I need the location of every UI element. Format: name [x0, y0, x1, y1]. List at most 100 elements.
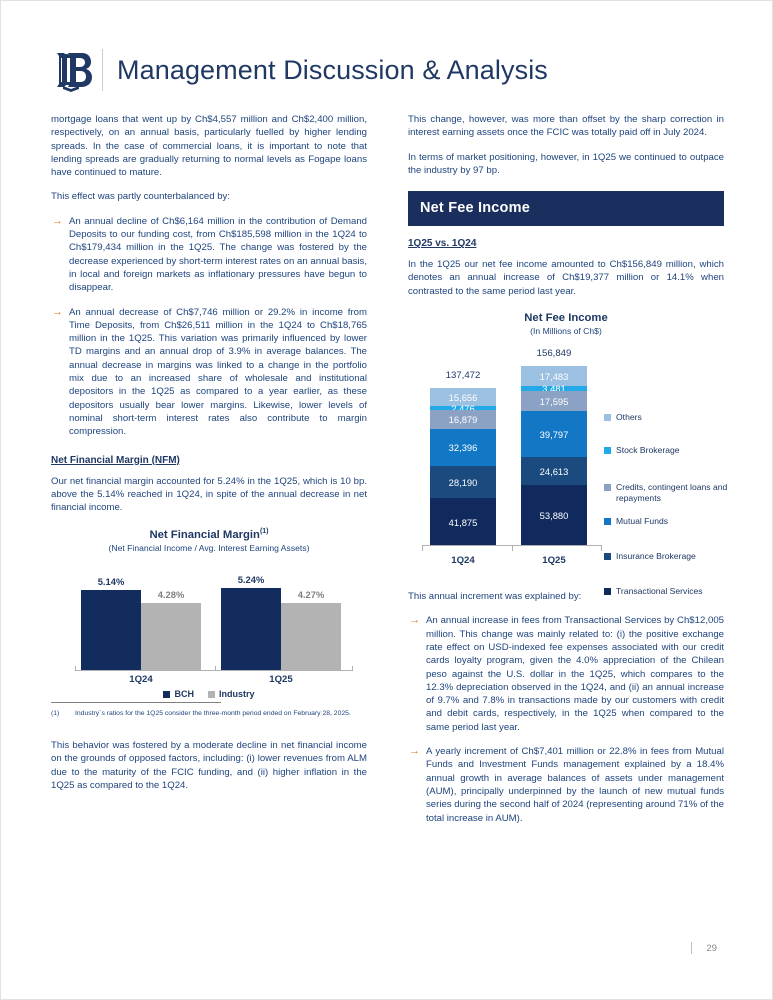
nfm-legend-label-industry: Industry: [218, 689, 255, 700]
subhead-net-financial-margin: Net Financial Margin (NFM): [51, 454, 180, 466]
arrow-right-icon: →: [409, 614, 420, 627]
legend-swatch-icon: [207, 690, 215, 698]
chart-net-financial-margin: Net Financial Margin(1) (Net Financial I…: [51, 528, 367, 699]
nfm-legend-label-bch: BCH: [174, 689, 194, 700]
nfi-legend-item-mutual-funds: Mutual Funds: [604, 516, 668, 527]
nfi-legend-label-others: Others: [616, 412, 642, 423]
nfm-plot-area: 5.14% 4.28% 5.24% 4.27%: [67, 567, 357, 672]
nfi-segment-label-insurance-1q24: 28,190: [448, 476, 478, 488]
nfi-segment-mutual-funds-1q24: 32,396: [430, 429, 496, 467]
nfi-legend-label-transactional: Transactional Services: [616, 586, 703, 597]
nfi-segment-insurance-1q25: 24,613: [521, 457, 587, 486]
nfi-segment-credits-1q24: 16,879: [430, 410, 496, 430]
nfm-xlabel-1q24: 1Q24: [129, 674, 153, 686]
left-paragraph-1: mortgage loans that went up by Ch$4,557 …: [51, 114, 367, 179]
footer-separator-icon: [691, 942, 693, 954]
legend-swatch-icon: [604, 414, 611, 422]
footnote-1: (1) Industry´s ratios for the 1Q25 consi…: [51, 709, 367, 719]
nfm-x-axis: [75, 670, 353, 672]
nfm-bar-bch-1q24: 5.14%: [81, 576, 141, 671]
nfm-bar-bch-1q25: 5.24%: [221, 574, 281, 671]
nfm-legend: BCH Industry: [51, 689, 367, 699]
right-bullet-2: → A yearly increment of Ch$7,401 million…: [408, 745, 724, 825]
right-paragraph-3: In the 1Q25 our net fee income amounted …: [408, 259, 724, 297]
section-banner-net-fee-income: Net Fee Income: [408, 191, 724, 227]
nfi-segment-label-mutual-funds-1q25: 39,797: [539, 428, 569, 440]
footnote-divider: [51, 702, 221, 704]
nfm-bar-industry-1q24: 4.28%: [141, 589, 201, 671]
nfi-segment-label-credits-1q25: 17,595: [539, 395, 569, 407]
nfm-chart-title: Net Financial Margin(1): [51, 528, 367, 541]
nfi-segment-insurance-1q24: 28,190: [430, 466, 496, 499]
nfm-bar-industry-1q25: 4.27%: [281, 589, 341, 671]
header-divider: [102, 49, 103, 91]
nfi-xlabel-1q25: 1Q25: [542, 555, 566, 567]
nfm-chart-title-superscript: (1): [259, 528, 269, 536]
nfi-segment-transactional-1q24: 41,875: [430, 498, 496, 547]
nfm-x-tick-labels: 1Q24 1Q25: [67, 671, 357, 687]
right-bullet-2-text: A yearly increment of Ch$7,401 million o…: [426, 746, 724, 824]
nfi-segment-stock-brokerage-1q24: 2,476: [430, 403, 496, 414]
nfi-segment-label-transactional-1q24: 41,875: [448, 516, 478, 528]
nfm-chart-title-text: Net Financial Margin: [149, 529, 260, 542]
nfi-legend-label-stock-brokerage: Stock Brokerage: [616, 445, 680, 456]
nfm-bar-label-bch-1q25: 5.24%: [237, 574, 265, 586]
page-title: Management Discussion & Analysis: [117, 54, 548, 85]
nfi-legend-label-mutual-funds: Mutual Funds: [616, 516, 669, 527]
nfi-segment-label-credits-1q24: 16,879: [448, 414, 478, 426]
nfi-segment-stock-brokerage-1q25: 3,481: [521, 383, 587, 395]
nfi-segment-label-mutual-funds-1q24: 32,396: [448, 442, 478, 454]
arrow-right-icon: →: [52, 305, 63, 318]
right-paragraph-2: In terms of market positioning, however,…: [408, 151, 724, 176]
nfi-segment-others-1q25: 17,483: [521, 366, 587, 387]
nfi-axis-tick-right: [601, 545, 602, 552]
right-column: This change, however, was more than offs…: [408, 113, 727, 836]
nfi-axis-tick-left: [422, 545, 423, 552]
nfm-chart-subtitle: (Net Financial Income / Avg. Interest Ea…: [108, 543, 310, 554]
right-bullet-1: → An annual increase in fees from Transa…: [408, 614, 724, 734]
nfi-segment-credits-1q25: 17,595: [521, 391, 587, 412]
legend-swatch-icon: [604, 588, 611, 596]
nfi-legend-item-stock-brokerage: Stock Brokerage: [604, 445, 680, 456]
left-column: mortgage loans that went up by Ch$4,557 …: [51, 113, 367, 792]
nfi-chart-title: Net Fee Income: [524, 312, 608, 325]
footnote-number: (1): [51, 710, 60, 718]
legend-swatch-icon: [604, 518, 611, 526]
nfi-legend-label-credits: Credits, contingent loans and repayments: [616, 482, 728, 504]
left-bullet-2: → An annual decrease of Ch$7,746 million…: [51, 306, 367, 439]
nfi-stack-1q24: 137,472 15,656 2,476 16,879 32,396 28,19…: [430, 370, 496, 547]
nfm-legend-item-industry: Industry: [207, 689, 255, 700]
nfm-bar-label-bch-1q24: 5.14%: [97, 576, 125, 588]
page-header: Management Discussion & Analysis: [54, 44, 721, 96]
arrow-right-icon: →: [409, 745, 420, 758]
page-number: 29: [706, 942, 717, 954]
nfm-axis-tick-left: [75, 666, 76, 672]
nfi-legend-item-insurance: Insurance Brokerage: [604, 551, 696, 562]
nfi-total-label-1q25: 156,849: [536, 348, 572, 360]
nfi-plot-area: 137,472 15,656 2,476 16,879 32,396 28,19…: [408, 344, 727, 596]
legend-swatch-icon: [604, 484, 611, 492]
right-paragraph-4: This annual increment was explained by:: [408, 591, 582, 603]
nfi-legend-item-transactional: Transactional Services: [604, 586, 703, 597]
nfm-bar-label-industry-1q25: 4.27%: [297, 589, 325, 601]
footnote-text: Industry´s ratios for the 1Q25 consider …: [75, 710, 351, 718]
nfi-segment-label-insurance-1q25: 24,613: [539, 465, 569, 477]
nfi-legend-item-credits: Credits, contingent loans and repayments: [604, 482, 728, 504]
nfi-segment-others-1q24: 15,656: [430, 388, 496, 407]
nfm-xlabel-1q25: 1Q25: [269, 674, 293, 686]
nfi-segment-label-stock-brokerage-1q25: 3,481: [542, 383, 566, 395]
nfm-axis-tick-middle: [215, 666, 216, 672]
nfi-xlabel-1q24: 1Q24: [451, 555, 475, 567]
left-bullet-2-text: An annual decrease of Ch$7,746 million o…: [69, 306, 367, 438]
left-paragraph-2: This effect was partly counterbalanced b…: [51, 191, 231, 203]
nfi-segment-label-stock-brokerage-1q24: 2,476: [451, 403, 475, 415]
nfi-segment-transactional-1q25: 53,880: [521, 485, 587, 547]
nfm-bar-label-industry-1q24: 4.28%: [157, 589, 185, 601]
nfm-legend-item-bch: BCH: [163, 689, 194, 699]
nfi-segment-label-transactional-1q25: 53,880: [539, 510, 569, 522]
nfi-total-label-1q24: 137,472: [445, 370, 481, 382]
nfi-segment-label-others-1q24: 15,656: [448, 391, 478, 403]
nfi-chart-subtitle: (In Millions of Ch$): [530, 326, 602, 337]
left-paragraph-4: This behavior was fostered by a moderate…: [51, 739, 367, 791]
